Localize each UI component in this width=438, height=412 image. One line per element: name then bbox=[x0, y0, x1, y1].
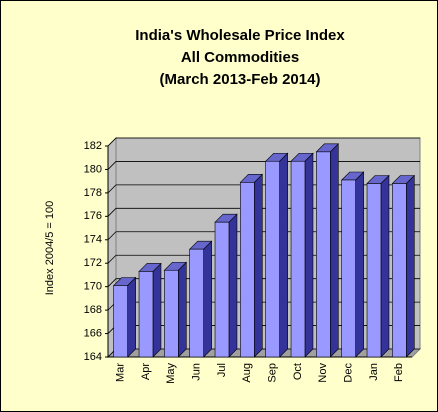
y-tick-label: 182 bbox=[84, 140, 102, 152]
bar bbox=[290, 160, 306, 358]
x-tick-label: Mar bbox=[115, 363, 127, 382]
y-tick-label: 170 bbox=[84, 281, 102, 293]
bar bbox=[366, 183, 382, 358]
x-tick-label: Nov bbox=[317, 363, 329, 383]
x-tick-label: Jul bbox=[216, 363, 228, 377]
bar-side bbox=[405, 174, 415, 358]
bar-side bbox=[127, 276, 136, 358]
bar bbox=[113, 285, 128, 358]
bar bbox=[392, 183, 407, 358]
x-tick-label: Aug bbox=[241, 363, 253, 383]
bar-side bbox=[355, 171, 364, 358]
grid-line bbox=[107, 137, 420, 147]
y-tick-label: 176 bbox=[84, 210, 102, 222]
bar bbox=[240, 182, 255, 358]
chart-title: (March 2013-Feb 2014) bbox=[160, 71, 321, 88]
x-tick-label: Oct bbox=[292, 363, 304, 380]
chart-title: India's Wholesale Price Index bbox=[135, 27, 345, 44]
bar-side bbox=[152, 262, 162, 358]
bar bbox=[189, 248, 204, 358]
x-tick-label: Feb bbox=[393, 363, 405, 382]
bar-side bbox=[228, 213, 238, 358]
bar-side bbox=[304, 152, 314, 358]
y-axis-label: Index 2004/5 = 100 bbox=[44, 201, 56, 296]
bar bbox=[164, 269, 179, 358]
bar-side bbox=[203, 240, 212, 358]
bar bbox=[265, 160, 280, 358]
bar bbox=[138, 271, 154, 358]
y-tick-label: 174 bbox=[84, 234, 102, 246]
bar bbox=[316, 151, 331, 358]
y-tick-label: 180 bbox=[84, 163, 102, 175]
bar bbox=[214, 221, 230, 358]
y-tick-label: 168 bbox=[84, 304, 102, 316]
bar-side bbox=[329, 143, 339, 358]
x-tick-label: Sep bbox=[267, 363, 279, 383]
x-tick-label: Jan bbox=[368, 363, 380, 381]
x-tick-label: Dec bbox=[343, 363, 355, 383]
y-tick-label: 172 bbox=[84, 257, 102, 269]
y-tick-label: 178 bbox=[84, 187, 102, 199]
bar-side bbox=[279, 152, 288, 358]
x-tick-label: May bbox=[165, 363, 177, 384]
bar-side bbox=[178, 261, 187, 358]
x-tick-label: Apr bbox=[140, 363, 152, 380]
x-tick-label: Jun bbox=[191, 363, 203, 381]
bar-side bbox=[254, 173, 263, 358]
y-tick-label: 166 bbox=[84, 327, 102, 339]
chart-title: All Commodities bbox=[181, 49, 299, 66]
y-tick-label: 164 bbox=[84, 351, 102, 363]
bar-side bbox=[380, 174, 390, 358]
bar bbox=[341, 179, 356, 358]
